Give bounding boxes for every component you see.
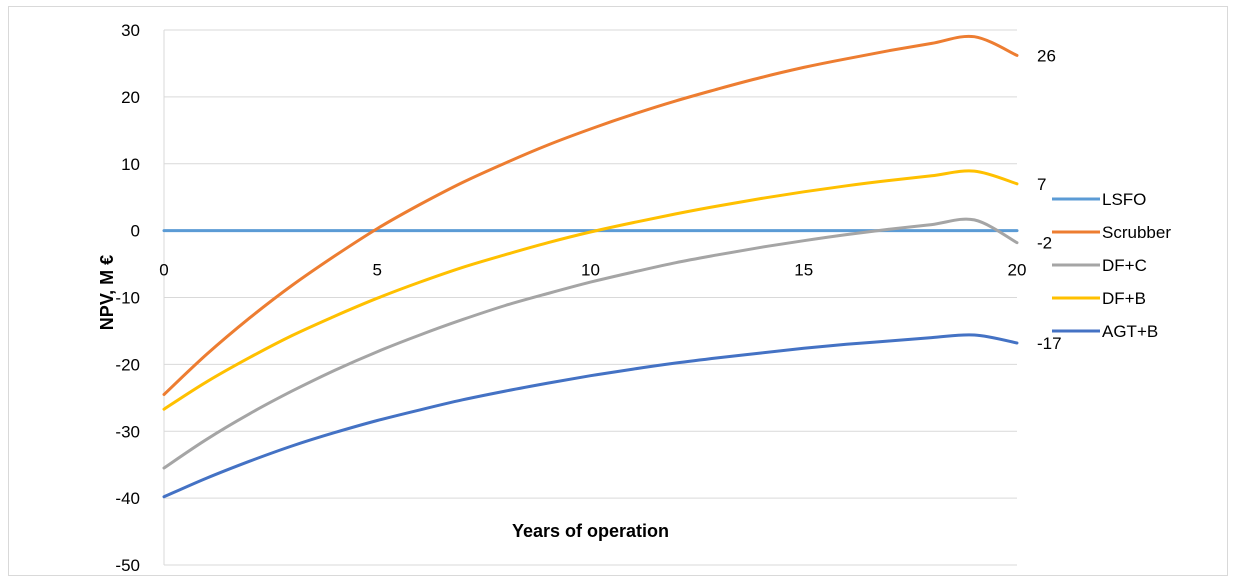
y-tick-label: -50: [115, 556, 140, 575]
x-tick-label: 20: [1008, 261, 1027, 280]
y-tick-label: -30: [115, 422, 140, 441]
legend-label: AGT+B: [1102, 322, 1158, 341]
legend: LSFO Scrubber DF+C DF+B AGT+B: [1052, 190, 1171, 341]
y-tick-labels: 30 20 10 0 -10 -20 -30 -40 -50: [115, 21, 140, 575]
gridlines: [163, 29, 1017, 566]
x-tick-label: 15: [794, 261, 813, 280]
legend-label: DF+C: [1102, 256, 1147, 275]
end-label: 26: [1037, 46, 1056, 65]
y-tick-label: -40: [115, 489, 140, 508]
y-tick-label: 30: [121, 21, 140, 40]
legend-label: DF+B: [1102, 289, 1146, 308]
x-axis-title: Years of operation: [512, 521, 669, 541]
y-tick-label: 10: [121, 155, 140, 174]
y-tick-label: -20: [115, 355, 140, 374]
legend-label: LSFO: [1102, 190, 1146, 209]
y-tick-label: 20: [121, 88, 140, 107]
end-labels: 26 -2 7 -17: [1037, 46, 1062, 353]
y-axis-title: NPV, M €: [97, 255, 117, 330]
legend-label: Scrubber: [1102, 223, 1171, 242]
x-tick-labels: 0 5 10 15 20: [159, 261, 1026, 280]
x-tick-label: 10: [581, 261, 600, 280]
series-line-scrubber: [162, 34, 1019, 396]
chart-frame: [8, 6, 1228, 576]
series-line-agt-b: [162, 333, 1019, 499]
series-line-df-b: [162, 169, 1019, 411]
y-tick-label: 0: [131, 222, 140, 241]
x-tick-label: 5: [373, 261, 382, 280]
y-tick-label: -10: [115, 289, 140, 308]
end-label: 7: [1037, 175, 1046, 194]
x-tick-label: 0: [159, 261, 168, 280]
end-label: -2: [1037, 234, 1052, 253]
end-label: -17: [1037, 334, 1062, 353]
series-lines: [162, 34, 1019, 499]
series-line-df-c: [162, 217, 1019, 470]
